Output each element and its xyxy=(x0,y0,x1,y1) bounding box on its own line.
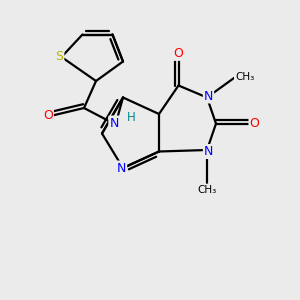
Text: N: N xyxy=(117,161,126,175)
Text: H: H xyxy=(127,111,136,124)
Text: CH₃: CH₃ xyxy=(197,184,217,195)
Text: O: O xyxy=(174,47,183,60)
Text: O: O xyxy=(250,117,259,130)
Text: N: N xyxy=(109,116,119,130)
Text: N: N xyxy=(204,89,213,103)
Text: CH₃: CH₃ xyxy=(235,71,254,82)
Text: O: O xyxy=(43,109,53,122)
Text: S: S xyxy=(56,50,63,64)
Text: N: N xyxy=(204,145,213,158)
